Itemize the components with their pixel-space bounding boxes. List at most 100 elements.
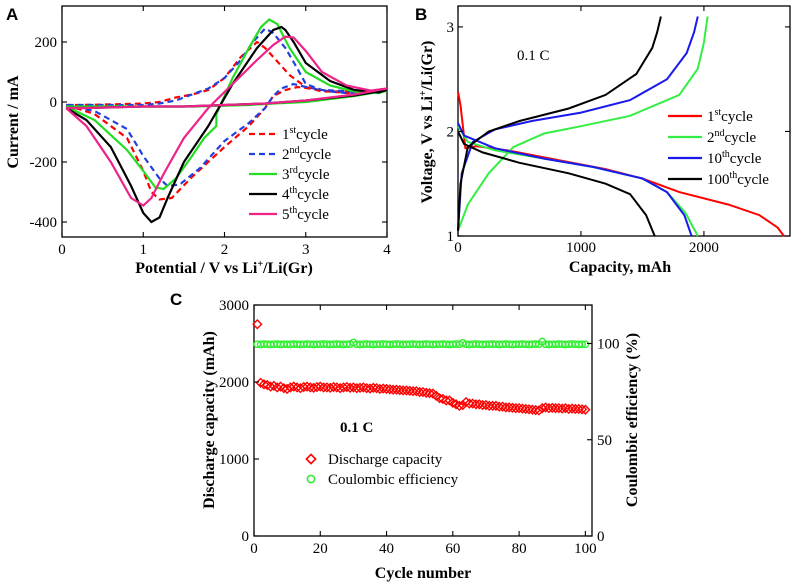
panel-a-ytick-label-2: 0 xyxy=(50,95,58,111)
panel-a-cv-chart: A 0 1 2 3 4 -400 -200 0 200 Potential / V vs Li+… xyxy=(5,5,391,277)
legend-label-sup: th xyxy=(722,149,730,160)
panel-c-capacity-point xyxy=(441,395,452,406)
panel-b-y-axis-label: Voltage, V vs Li+/Li(Gr) xyxy=(418,41,436,204)
legend-label-rest: cycle xyxy=(730,151,762,167)
panel-b-ytick-label-2: 3 xyxy=(447,20,455,36)
panel-c-capacity-point xyxy=(490,400,502,412)
panel-c-xtick-label-4: 80 xyxy=(512,541,527,557)
panel-b-xtick-label-1: 1000 xyxy=(566,240,596,256)
panel-c-capacity-point xyxy=(374,383,386,395)
legend-label-sup: th xyxy=(730,170,738,181)
legend-label-sup: nd xyxy=(290,145,300,156)
legend-label-rest: cycle xyxy=(737,172,769,188)
panel-c-legend-swatch-0 xyxy=(305,453,317,465)
legend-label-base: 10 xyxy=(707,151,722,167)
panel-c-ytick-label-0: 0 xyxy=(242,529,250,545)
panel-c-capacity-point xyxy=(494,401,505,412)
panel-b-legend-label-0: 1stcycle xyxy=(707,107,753,125)
panel-b-xtick-label-0: 0 xyxy=(454,240,462,256)
panel-b-voltage-chart: B 0 1000 2000 1 2 3 0.1 C Capacity, mAh Volta… xyxy=(415,5,791,276)
panel-c-capacity-point xyxy=(547,402,558,413)
panel-c-capacity-point xyxy=(497,401,508,412)
panel-b-discharge-line-1 xyxy=(457,125,699,237)
panel-c-efficiency-point xyxy=(581,340,590,349)
panel-c-capacity-point xyxy=(484,400,495,412)
panel-c-capacity-point xyxy=(454,400,465,412)
panel-c-capacity-point xyxy=(533,405,545,416)
panel-c-capacity-point xyxy=(315,381,326,392)
legend-label-rest: cycle xyxy=(721,109,753,125)
panel-c-capacity-point xyxy=(417,386,429,398)
legend-label-base: 4 xyxy=(282,187,290,203)
panel-c-capacity-point xyxy=(394,384,405,396)
legend-label-rest: cycle xyxy=(297,187,329,203)
panel-c-capacity-point xyxy=(474,399,485,410)
panel-c-capacity-point xyxy=(570,403,581,415)
panel-c-capacity-point xyxy=(272,382,283,393)
panel-a-plot-frame xyxy=(61,5,388,238)
panel-c-capacity-point xyxy=(421,387,432,398)
panel-c-xtick-label-2: 40 xyxy=(379,541,394,557)
panel-c-y2tick-label-0: 0 xyxy=(597,529,605,545)
panel-c-capacity-point xyxy=(301,381,313,392)
panel-c-xtick-label-1: 20 xyxy=(313,541,328,557)
panel-a-xtick-label-0: 0 xyxy=(58,242,66,258)
panel-b-xtick-label-2: 2000 xyxy=(689,240,719,256)
panel-c-capacity-point xyxy=(580,404,591,415)
panel-c-ytick-label-2: 2000 xyxy=(219,375,249,391)
panel-c-capacity-point xyxy=(550,402,561,414)
panel-c-label: C xyxy=(170,290,182,309)
panel-b-legend-entry-2: 10thcycle xyxy=(668,149,762,167)
panel-c-capacity-point xyxy=(258,379,270,390)
panel-a-xtick-label-2: 2 xyxy=(221,242,229,258)
panel-c-capacity-point xyxy=(566,403,578,414)
panel-c-capacity-point xyxy=(576,404,588,415)
legend-label-rest: cycle xyxy=(297,207,329,223)
panel-a-xtick-label-4: 4 xyxy=(383,242,391,258)
panel-c-capacity-point xyxy=(477,399,488,411)
panel-c-legend-swatch-1 xyxy=(306,474,316,484)
panel-c-capacity-point xyxy=(328,381,339,393)
panel-c-capacity-point xyxy=(470,399,482,410)
panel-c-capacity-point xyxy=(371,382,382,394)
panel-c-capacity-point xyxy=(298,381,309,393)
legend-label-base: 100 xyxy=(707,172,730,188)
panel-c-y2-axis-label: Coulombic efficiency (%) xyxy=(624,333,641,507)
panel-a-ytick-label-1: -200 xyxy=(30,155,58,171)
panel-a-xtick-label-1: 1 xyxy=(140,242,148,258)
panel-c-capacity-point xyxy=(285,382,296,393)
panel-c-capacity-point xyxy=(464,398,475,409)
panel-a-x-axis-label: Potential / V vs Li+/Li(Gr) xyxy=(135,259,313,277)
panel-b-label: B xyxy=(415,5,427,24)
panel-a-ytick-label-0: -400 xyxy=(30,215,58,231)
panel-c-capacity-point xyxy=(553,402,565,414)
panel-a-legend-entry-4: 5thcycle xyxy=(249,205,329,223)
legend-label-base: 1 xyxy=(282,127,290,143)
panel-c-capacity-point xyxy=(487,400,498,412)
panel-c-capacity-point xyxy=(560,402,571,414)
panel-b-legend-label-3: 100thcycle xyxy=(707,170,769,188)
panel-c-capacity-point xyxy=(434,392,445,404)
legend-label-base: 3 xyxy=(282,167,290,183)
panel-c-capacity-point xyxy=(311,381,323,393)
panel-c-capacity-point xyxy=(341,381,352,393)
panel-a-legend-label-3: 4thcycle xyxy=(282,185,329,203)
panel-b-legend-entry-1: 2ndcycle xyxy=(668,128,756,146)
panel-b-discharge-line-3 xyxy=(457,131,656,237)
panel-b-charge-line-1 xyxy=(457,16,709,232)
panel-c-capacity-point xyxy=(338,382,349,393)
panel-c-x-axis-label: Cycle number xyxy=(375,565,471,582)
panel-c-legend-entry-0: Discharge capacity xyxy=(305,452,443,468)
panel-b-x-axis-label: Capacity, mAh xyxy=(569,259,671,276)
legend-label-sup: st xyxy=(290,125,297,136)
panel-b-legend-entry-0: 1stcycle xyxy=(668,107,753,125)
panel-a-ytick-label-3: 200 xyxy=(35,35,58,51)
panel-a-series-line-3 xyxy=(65,25,388,224)
legend-label-sup: st xyxy=(715,107,722,118)
panel-c-capacity-point xyxy=(540,402,551,413)
panel-c-capacity-point xyxy=(503,402,515,413)
panel-c-legend-label-0: Discharge capacity xyxy=(328,452,443,468)
panel-c-capacity-point xyxy=(387,384,399,395)
